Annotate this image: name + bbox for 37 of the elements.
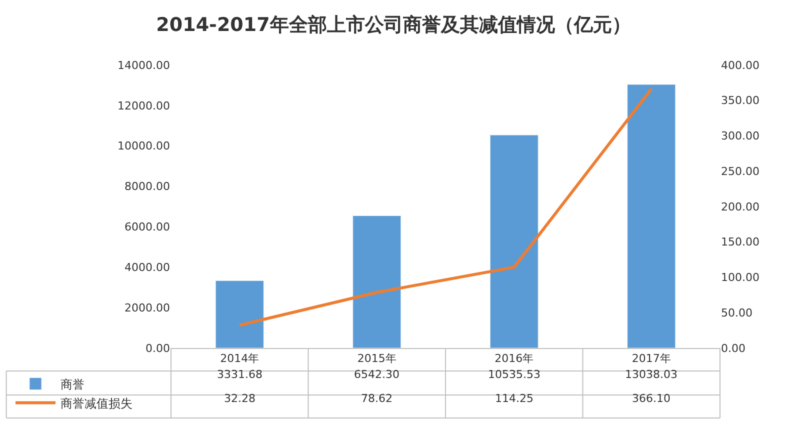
legend-label: 商誉	[60, 377, 84, 392]
y2-tick-label: 0.00	[721, 342, 746, 355]
y-tick-label: 12000.00	[118, 99, 170, 112]
y-tick-label: 4000.00	[124, 260, 170, 274]
y2-tick-label: 350.00	[721, 94, 760, 108]
bar	[490, 134, 538, 348]
text: 78.62	[361, 392, 392, 405]
bar	[352, 216, 402, 348]
y-tick-label: 6000.00	[124, 220, 170, 234]
text: 32.28	[224, 392, 256, 405]
y2-tick-label: 50.00	[721, 306, 752, 320]
bar	[215, 280, 264, 348]
y2-tick-label: 100.00	[721, 271, 760, 284]
x-tick-label: 2017年	[632, 352, 671, 366]
y2-tick-label: 200.00	[721, 200, 760, 214]
text: 6542.30	[354, 368, 400, 381]
x-tick-label: 2016年	[494, 352, 534, 366]
y-tick-label: 8000.00	[124, 180, 170, 194]
chart-title: 2014-2017年全部上市公司商誉及其减值情况（亿元）	[156, 14, 631, 36]
y-tick-label: 14000.00	[118, 58, 170, 72]
x-tick-label: 2014年	[220, 352, 260, 366]
y2-tick-label: 300.00	[721, 130, 760, 143]
line-series	[238, 87, 653, 327]
x-tick-label: 2015年	[357, 352, 396, 366]
text: 13038.03	[625, 368, 678, 381]
y2-tick-label: 150.00	[721, 236, 760, 249]
y-tick-label: 0.00	[146, 342, 170, 355]
y-tick-label: 2000.00	[124, 301, 170, 314]
y-tick-label: 10000.00	[118, 140, 170, 153]
text: 10535.53	[488, 368, 540, 381]
text: 3331.68	[217, 368, 262, 381]
bar	[627, 84, 676, 348]
text: 114.25	[495, 392, 534, 405]
y2-tick-label: 250.00	[721, 164, 760, 178]
legend-label: 商誉减值损失	[60, 396, 132, 410]
y2-tick-label: 400.00	[721, 58, 760, 72]
text: 366.10	[632, 392, 670, 405]
